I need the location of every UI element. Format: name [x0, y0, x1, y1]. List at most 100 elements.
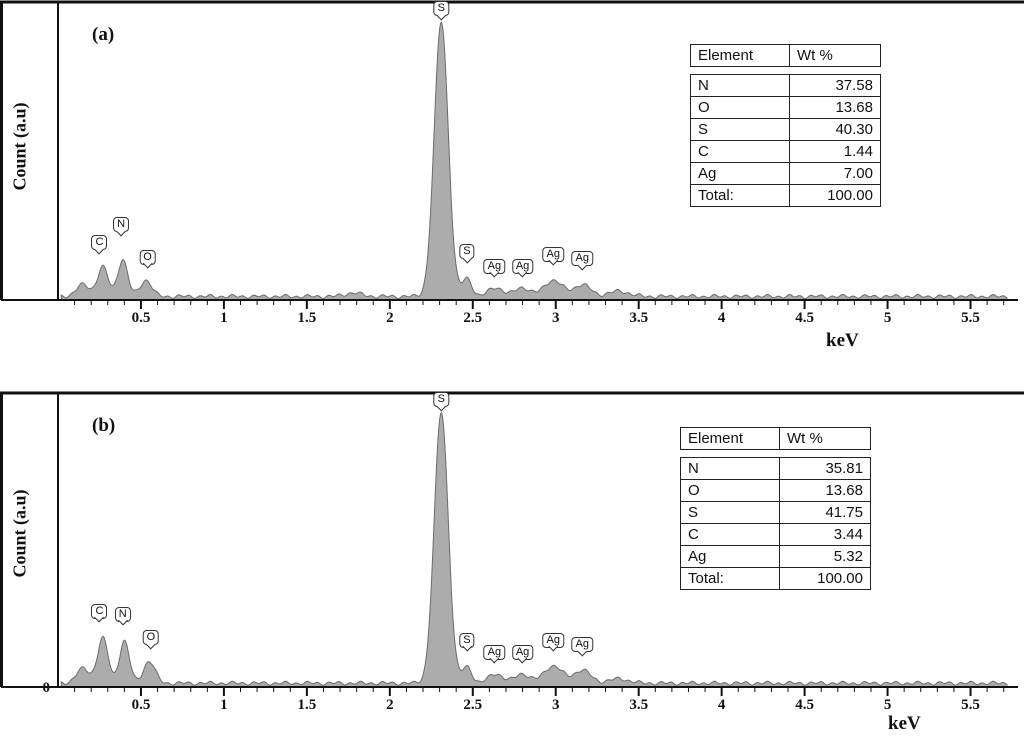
- x-tick-label: 2.5: [463, 310, 482, 326]
- wt-table-row: S 41.75: [680, 501, 871, 524]
- x-tick-label: 3: [552, 697, 560, 713]
- wt-table-header-cell: Wt %: [789, 44, 881, 67]
- wt-table-header: Element Wt %: [680, 427, 871, 450]
- peak-label-s: S: [433, 1, 449, 21]
- element-cell: O: [680, 479, 780, 502]
- peak-label-n: N: [114, 606, 131, 626]
- x-tick-label: 5: [884, 697, 892, 713]
- peak-label-text: Ag: [546, 247, 560, 260]
- peak-label-text: S: [437, 393, 445, 406]
- wt-percent-cell: 13.68: [789, 96, 881, 119]
- x-tick-label: 2: [386, 310, 394, 326]
- x-tick-label: 1.5: [297, 697, 316, 713]
- x-tick-label: 4: [718, 310, 726, 326]
- x-tick-label: 3.5: [629, 697, 648, 713]
- peak-label-ag: Ag: [483, 644, 506, 664]
- wt-percent-table: Element Wt % N 37.58 O 13.68 S 40.30 C 1.44 Ag 7.00…: [690, 44, 881, 207]
- wt-table-body: N 35.81 O 13.68 S 41.75 C 3.44 Ag 5.32 Total: 100.0…: [680, 457, 871, 590]
- wt-percent-cell: 37.58: [789, 74, 881, 97]
- peak-label-s: S: [433, 392, 449, 411]
- wt-table-row: Ag 7.00: [690, 162, 881, 185]
- wt-table-row: Ag 5.32: [680, 545, 871, 568]
- wt-percent-cell: 1.44: [789, 140, 881, 163]
- x-tick-label: 2: [386, 697, 394, 713]
- x-tick-label: 3: [552, 310, 560, 326]
- peak-label-ag: Ag: [571, 251, 594, 271]
- x-tick-label: 0.5: [132, 697, 151, 713]
- peak-label-text: Ag: [575, 638, 590, 651]
- peak-label-text: C: [95, 236, 104, 249]
- x-tick-label: 4.5: [795, 697, 814, 713]
- peak-label-text: Ag: [515, 259, 530, 272]
- wt-percent-cell: 41.75: [779, 501, 871, 524]
- peak-label-text: N: [117, 218, 126, 231]
- panel-label: (b): [92, 415, 116, 436]
- peak-label-ag: Ag: [542, 246, 564, 266]
- peak-label-ag: Ag: [542, 632, 564, 652]
- peak-label-text: N: [118, 607, 127, 620]
- peak-label-o: O: [142, 630, 160, 649]
- x-tick-label: 4.5: [795, 310, 814, 326]
- peak-label-text: O: [143, 250, 152, 263]
- wt-table-body: N 37.58 O 13.68 S 40.30 C 1.44 Ag 7.00 Total: 100.0…: [690, 74, 881, 207]
- element-cell: C: [690, 140, 790, 163]
- wt-percent-cell: 40.30: [789, 118, 881, 141]
- peak-label-text: C: [95, 604, 104, 617]
- element-cell: S: [680, 501, 780, 524]
- x-tick-label: 5: [884, 310, 892, 326]
- wt-percent-cell: 100.00: [789, 184, 881, 207]
- wt-table-row: C 3.44: [680, 523, 871, 546]
- element-cell: N: [690, 74, 790, 97]
- wt-table-row: S 40.30: [690, 118, 881, 141]
- spectrum-plot: 0.5 1 1.5 2 2.5 3 3.5 4 4.5 5 5.5: [0, 0, 1024, 326]
- element-cell: S: [690, 118, 790, 141]
- wt-percent-cell: 7.00: [789, 162, 881, 185]
- element-cell: C: [680, 523, 780, 546]
- spectrum-curve: [60, 411, 1008, 688]
- wt-table-header-cell: Element: [680, 427, 780, 450]
- element-cell: Ag: [680, 545, 780, 568]
- y-zero-label: 0: [43, 680, 51, 696]
- peak-label-ag: Ag: [571, 637, 594, 657]
- element-cell: Total:: [680, 567, 780, 590]
- wt-percent-table: Element Wt % N 35.81 O 13.68 S 41.75 C 3.44 Ag 5.32…: [680, 427, 871, 590]
- wt-table-header: Element Wt %: [690, 44, 881, 67]
- peak-label-text: S: [463, 633, 471, 646]
- panel-label: (a): [92, 24, 115, 45]
- wt-table-row: O 13.68: [690, 96, 881, 119]
- peak-label-s: S: [459, 244, 475, 263]
- wt-percent-cell: 100.00: [779, 567, 871, 590]
- peak-label-c: C: [91, 235, 108, 255]
- peak-label-s: S: [459, 632, 475, 652]
- wt-table-row: N 35.81: [680, 457, 871, 480]
- wt-table-row: N 37.58: [690, 74, 881, 97]
- peak-label-text: O: [146, 631, 156, 644]
- wt-percent-cell: 3.44: [779, 523, 871, 546]
- peak-label-ag: Ag: [511, 258, 534, 278]
- element-cell: N: [680, 457, 780, 480]
- wt-table-row: Total: 100.00: [680, 567, 871, 590]
- peak-label-ag: Ag: [511, 644, 534, 664]
- element-cell: Total:: [690, 184, 790, 207]
- peak-label-text: Ag: [546, 633, 560, 646]
- wt-percent-cell: 13.68: [779, 479, 871, 502]
- peak-label-text: S: [463, 245, 471, 257]
- peak-label-text: Ag: [515, 645, 530, 658]
- x-axis-title: keV: [826, 330, 859, 351]
- spectrum-curve: [60, 21, 1008, 301]
- peak-label-text: Ag: [487, 645, 502, 658]
- peak-label-text: Ag: [575, 252, 590, 265]
- wt-table-row: O 13.68: [680, 479, 871, 502]
- element-cell: Ag: [690, 162, 790, 185]
- peak-label-c: C: [91, 603, 108, 623]
- spectrum-plot: 0.5 1 1.5 2 2.5 3 3.5 4 4.5 5 5.5 0: [0, 391, 1024, 713]
- x-tick-label: 0.5: [132, 310, 151, 326]
- wt-percent-cell: 35.81: [779, 457, 871, 480]
- x-tick-label: 2.5: [463, 697, 482, 713]
- x-tick-label: 3.5: [629, 310, 648, 326]
- element-cell: O: [690, 96, 790, 119]
- wt-table-row: C 1.44: [690, 140, 881, 163]
- wt-table-header-cell: Element: [690, 44, 790, 67]
- x-tick-label: 1: [220, 697, 228, 713]
